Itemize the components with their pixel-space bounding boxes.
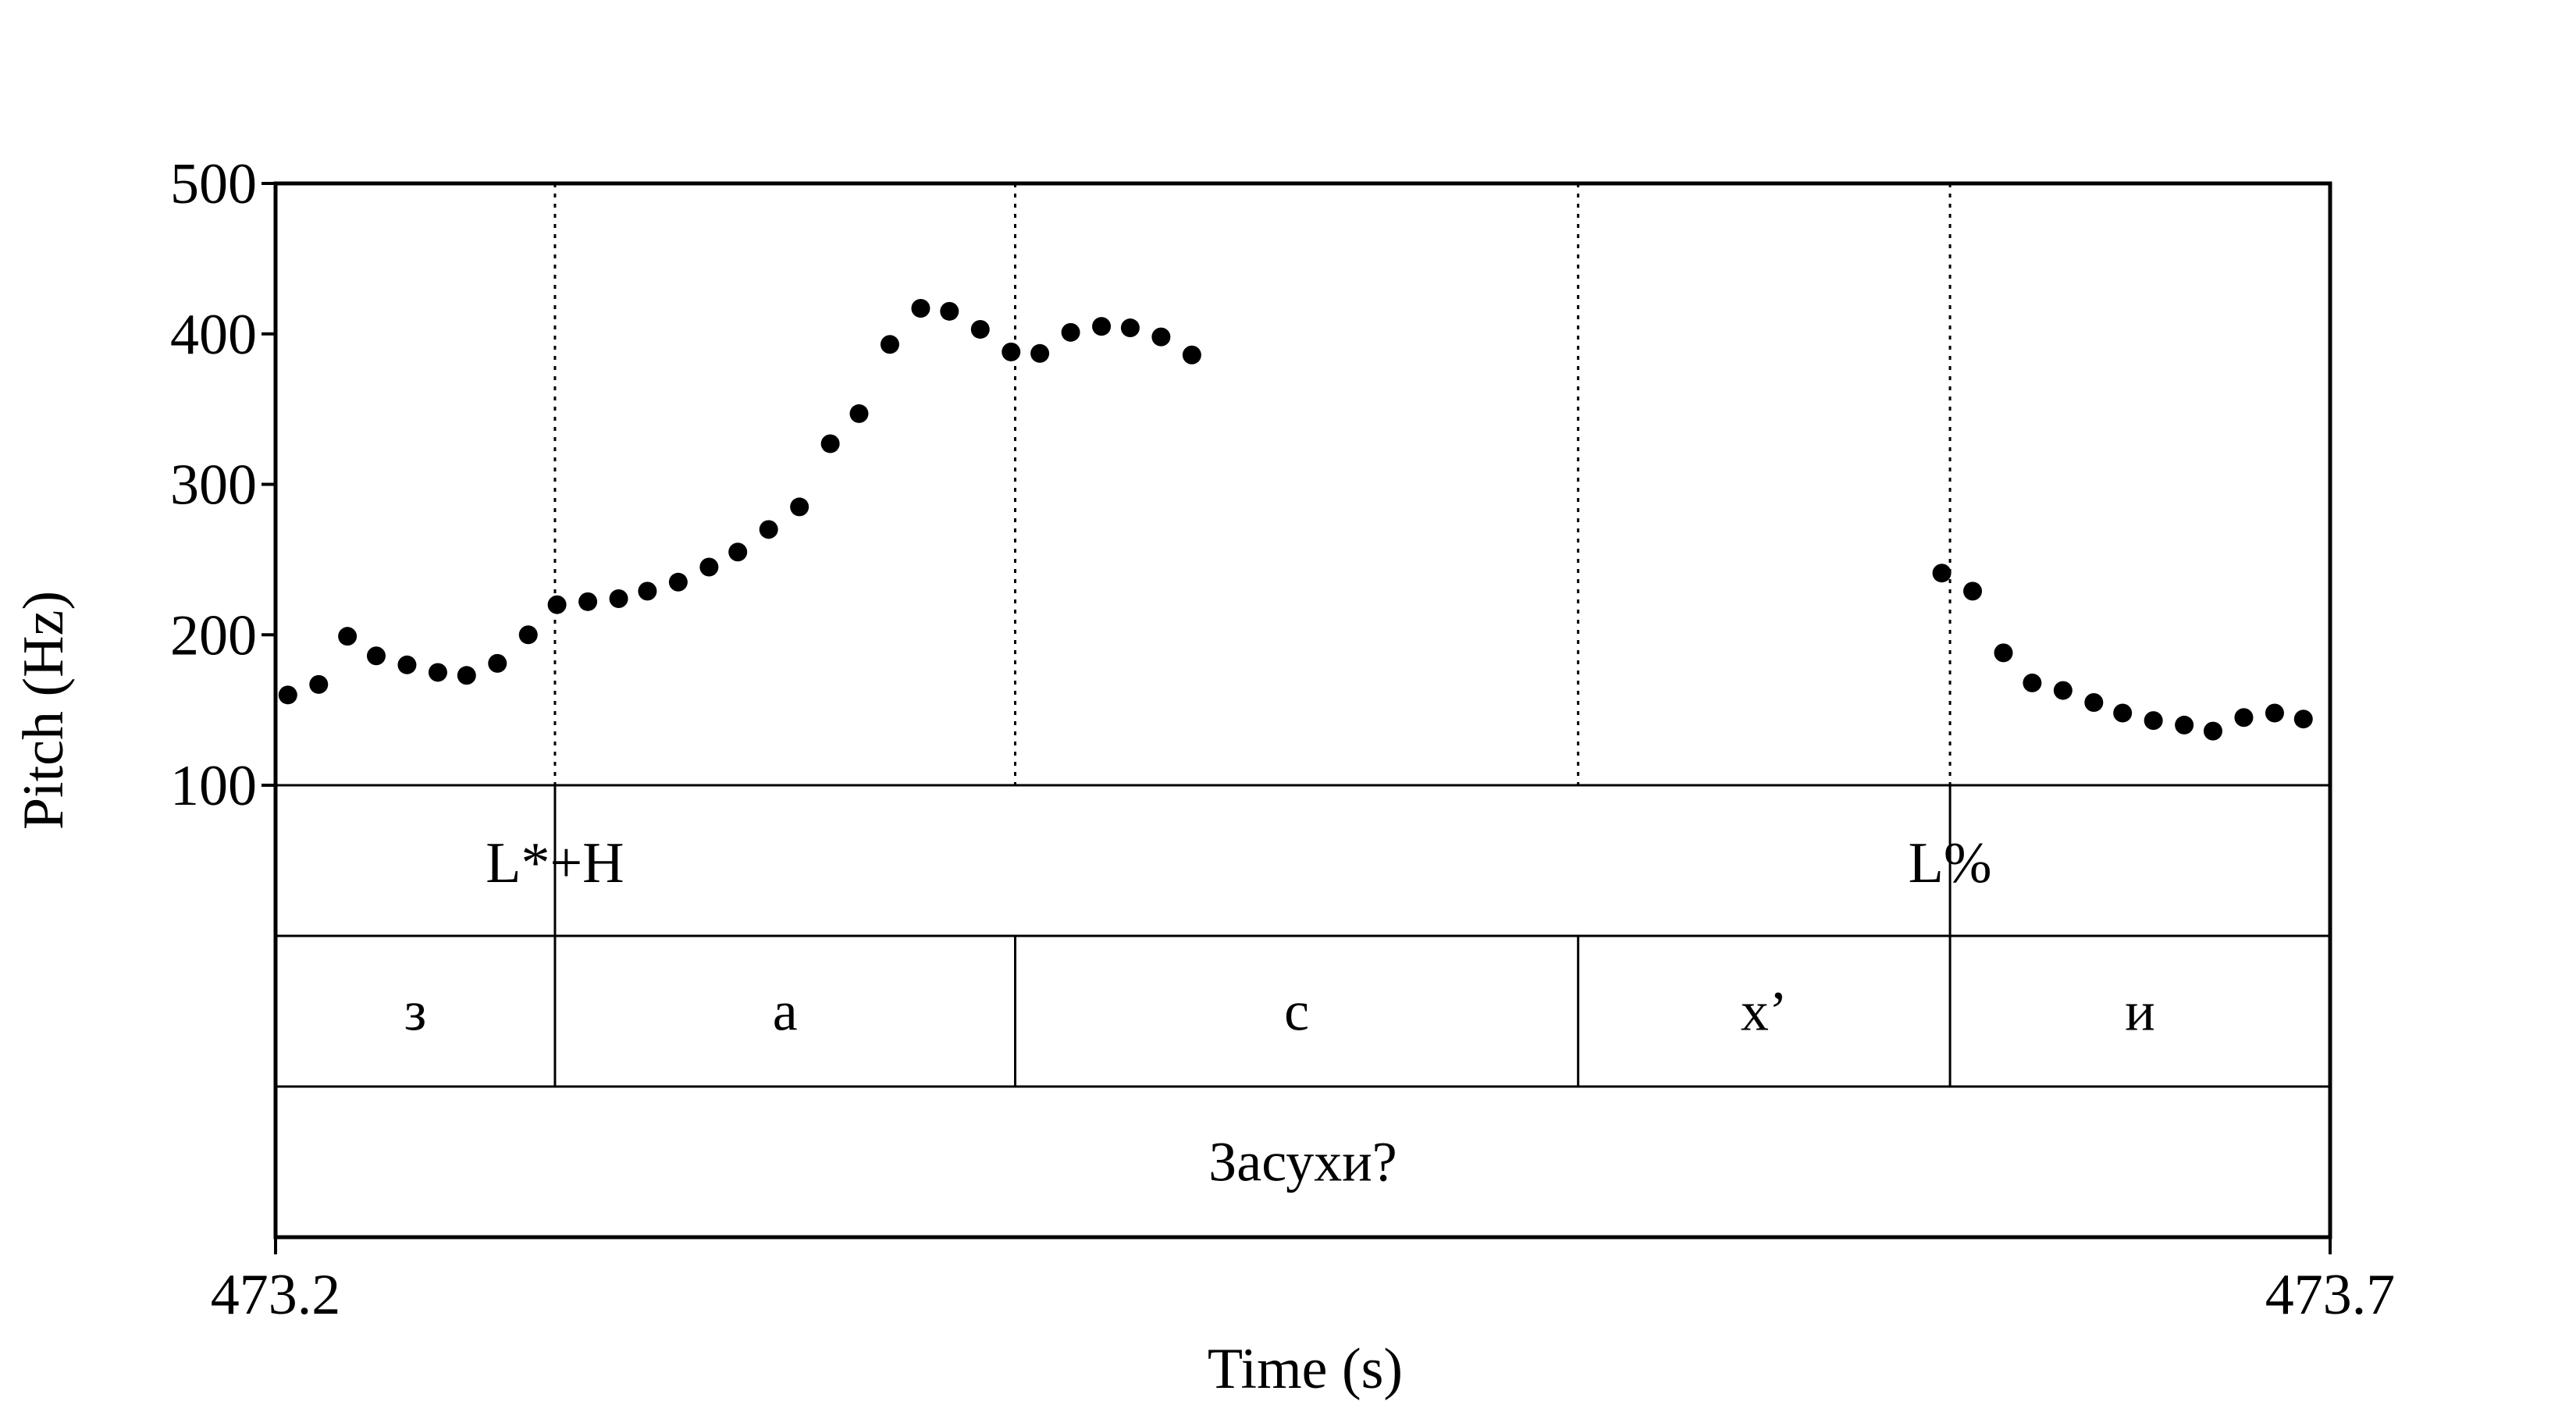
pitch-point-1 xyxy=(309,674,329,694)
phones-label-0: з xyxy=(404,980,426,1043)
chart-frame xyxy=(273,181,2332,1240)
x-tick-label-end: 473.7 xyxy=(2265,1263,2396,1327)
pitch-point-21 xyxy=(911,298,930,318)
pitch-point-19 xyxy=(849,404,869,423)
pitch-points xyxy=(278,298,2313,741)
pitch-point-32 xyxy=(1963,582,1983,601)
pitch-point-20 xyxy=(880,335,899,354)
pitch-point-6 xyxy=(457,666,476,685)
pitch-point-24 xyxy=(1002,342,1021,361)
chart-labels: Pitch (Hz) Time (s) 473.2 473.7 L*+H L% з а… xyxy=(12,152,2395,1401)
pitch-point-14 xyxy=(699,557,719,577)
pitch-point-31 xyxy=(1932,564,1952,583)
pitch-point-7 xyxy=(488,653,507,673)
y-tick-label-2: 300 xyxy=(170,454,257,518)
pitch-point-22 xyxy=(940,301,959,321)
y-tick-label-0: 100 xyxy=(170,754,257,818)
pitch-point-2 xyxy=(338,627,358,646)
pitch-point-33 xyxy=(1994,643,2013,663)
pitch-point-29 xyxy=(1151,327,1171,347)
pitch-point-18 xyxy=(820,434,840,454)
pitch-point-25 xyxy=(1030,343,1050,363)
phones-label-1: а xyxy=(773,980,798,1043)
x-tick-label-start: 473.2 xyxy=(211,1263,341,1327)
pitch-point-15 xyxy=(728,542,748,562)
pitch-point-9 xyxy=(547,595,567,614)
chart-lines xyxy=(262,181,2332,1254)
pitch-point-41 xyxy=(2234,708,2254,727)
pitch-point-0 xyxy=(278,685,297,705)
y-tick-label-3: 400 xyxy=(170,303,257,367)
pitch-point-4 xyxy=(397,655,417,674)
pitch-point-11 xyxy=(609,589,628,608)
phones-label-4: и xyxy=(2125,980,2155,1043)
pitch-point-12 xyxy=(638,582,657,601)
phones-label-3: х’ xyxy=(1741,980,1788,1043)
pitch-point-34 xyxy=(2023,673,2042,692)
pitch-point-42 xyxy=(2265,703,2284,723)
tone-label-0: L*+H xyxy=(486,831,624,895)
x-axis-label: Time (s) xyxy=(1208,1337,1403,1401)
pitch-point-16 xyxy=(759,520,778,539)
pitch-point-37 xyxy=(2113,703,2133,723)
pitch-point-30 xyxy=(1182,345,1201,365)
pitch-point-23 xyxy=(970,319,990,339)
pitch-point-17 xyxy=(790,497,809,517)
tone-label-1: L% xyxy=(1909,831,1992,895)
pitch-point-13 xyxy=(668,572,688,592)
pitch-point-35 xyxy=(2053,681,2073,700)
y-tick-label-1: 200 xyxy=(170,603,257,667)
y-axis-label: Pitch (Hz) xyxy=(12,591,76,830)
pitch-point-43 xyxy=(2293,710,2313,729)
pitch-point-10 xyxy=(578,592,598,611)
pitch-point-28 xyxy=(1120,318,1140,338)
pitch-point-36 xyxy=(2084,692,2104,712)
pitch-point-8 xyxy=(518,625,538,645)
pitch-point-39 xyxy=(2175,715,2194,735)
pitch-point-38 xyxy=(2144,711,2163,731)
word-label-0: Засухи? xyxy=(1208,1131,1397,1193)
pitch-point-26 xyxy=(1061,322,1080,342)
pitch-point-3 xyxy=(366,646,386,666)
phones-label-2: с xyxy=(1284,980,1309,1043)
pitch-point-40 xyxy=(2203,721,2222,741)
pitch-point-5 xyxy=(428,663,447,682)
y-tick-label-4: 500 xyxy=(170,152,257,216)
pitch-point-27 xyxy=(1092,317,1112,336)
